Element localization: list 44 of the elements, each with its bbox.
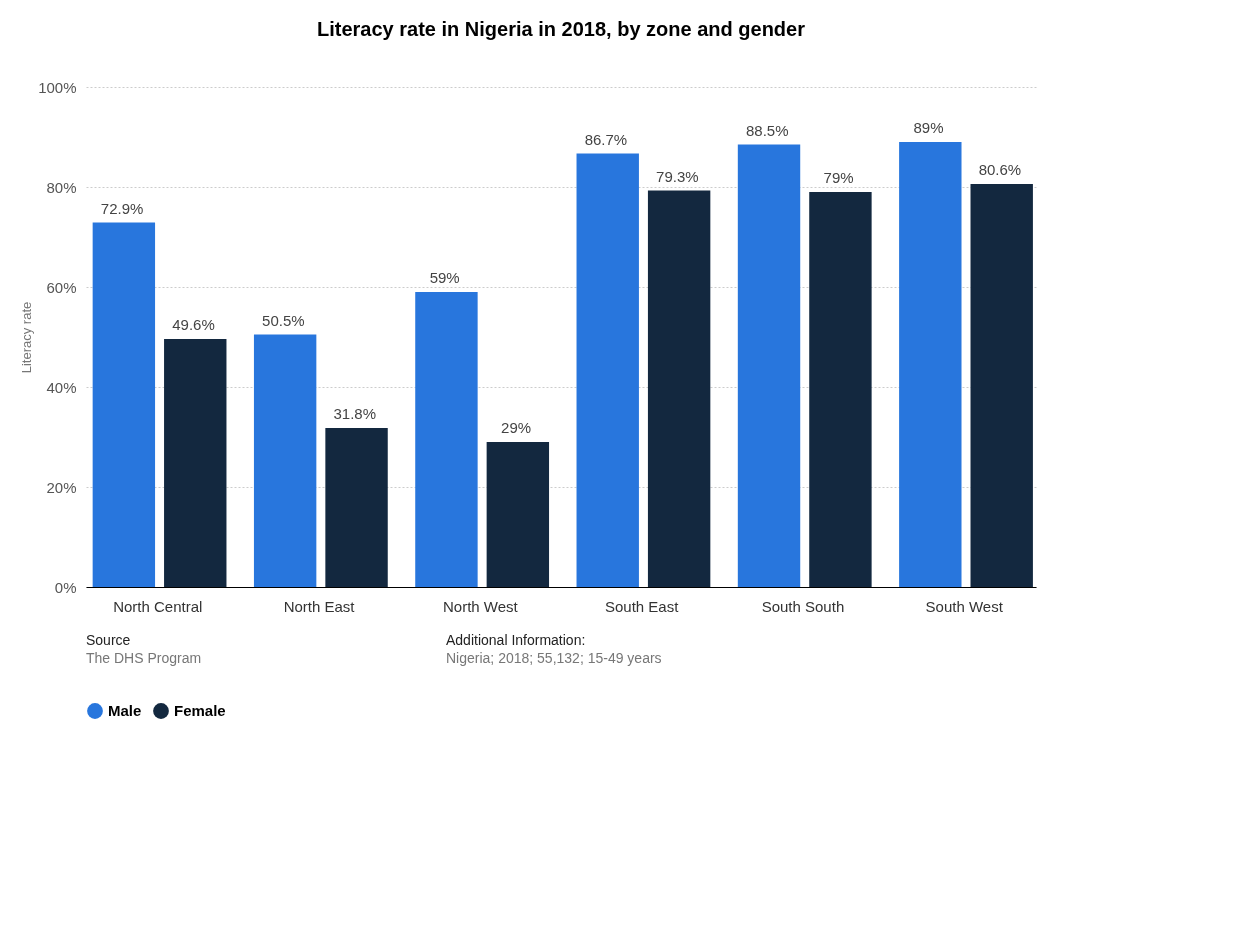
data-label: 29% — [501, 419, 532, 436]
text: Source — [86, 632, 131, 648]
y-tick-label: 60% — [46, 278, 77, 296]
text: Nigeria; 2018; 55,132; 15-49 years — [446, 650, 662, 666]
x-tick-label: North Central — [113, 597, 203, 615]
bar — [92, 222, 156, 587]
bar — [253, 334, 317, 587]
data-label: 50.5% — [262, 311, 305, 329]
bar — [576, 153, 639, 587]
legend-label: Male — [108, 702, 142, 719]
y-tick-label: 20% — [46, 478, 77, 496]
data-label: 80.6% — [978, 161, 1022, 178]
bar — [970, 184, 1033, 587]
data-label: 88.5% — [745, 121, 789, 139]
bar — [737, 144, 801, 587]
data-label: 79% — [823, 169, 854, 186]
y-axis-title: Literacy rate — [19, 301, 35, 374]
data-label: 31.8% — [333, 405, 377, 422]
bar — [809, 192, 872, 587]
x-tick-label: South West — [925, 597, 1004, 615]
text: Additional Information: — [446, 632, 586, 648]
x-tick-label: North East — [283, 597, 356, 615]
text: The DHS Program — [86, 650, 202, 666]
bar — [164, 339, 227, 587]
chart-title: Literacy rate in Nigeria in 2018, by zone and gender — [317, 18, 806, 40]
x-tick-label: North West — [442, 597, 519, 615]
data-label: 49.6% — [172, 316, 215, 333]
bar — [647, 190, 711, 587]
bar — [415, 292, 478, 587]
y-tick-label: 80% — [46, 178, 77, 196]
y-tick-label: 40% — [46, 378, 77, 396]
data-label: 79.3% — [656, 167, 699, 185]
bar — [899, 142, 962, 587]
y-tick-label: 0% — [54, 578, 77, 596]
data-label: 89% — [913, 119, 944, 136]
data-label: 59% — [429, 269, 460, 286]
y-tick-label: 100% — [38, 78, 77, 96]
bar — [325, 428, 388, 587]
data-label: 86.7% — [584, 130, 628, 148]
x-tick-label: South South — [761, 597, 845, 615]
legend-label: Female — [174, 702, 226, 719]
x-tick-label: South East — [604, 597, 680, 615]
bar — [486, 442, 550, 587]
data-label: 72.9% — [100, 199, 144, 217]
